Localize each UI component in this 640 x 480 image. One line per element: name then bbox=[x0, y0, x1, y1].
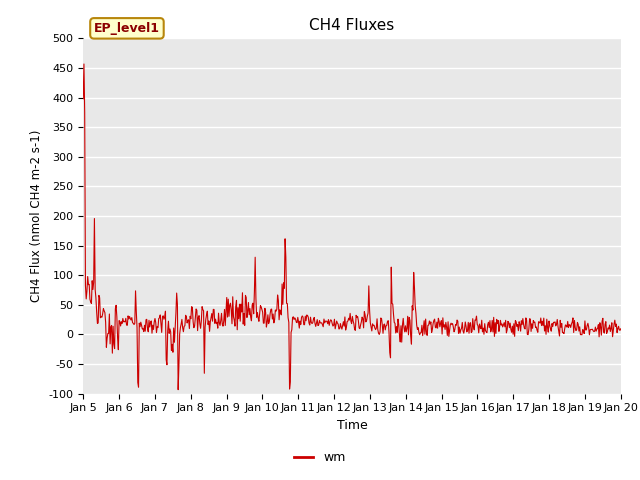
Legend: wm: wm bbox=[289, 446, 351, 469]
Text: EP_level1: EP_level1 bbox=[94, 22, 160, 35]
Title: CH4 Fluxes: CH4 Fluxes bbox=[309, 18, 395, 33]
X-axis label: Time: Time bbox=[337, 419, 367, 432]
Y-axis label: CH4 Flux (nmol CH4 m-2 s-1): CH4 Flux (nmol CH4 m-2 s-1) bbox=[30, 130, 43, 302]
